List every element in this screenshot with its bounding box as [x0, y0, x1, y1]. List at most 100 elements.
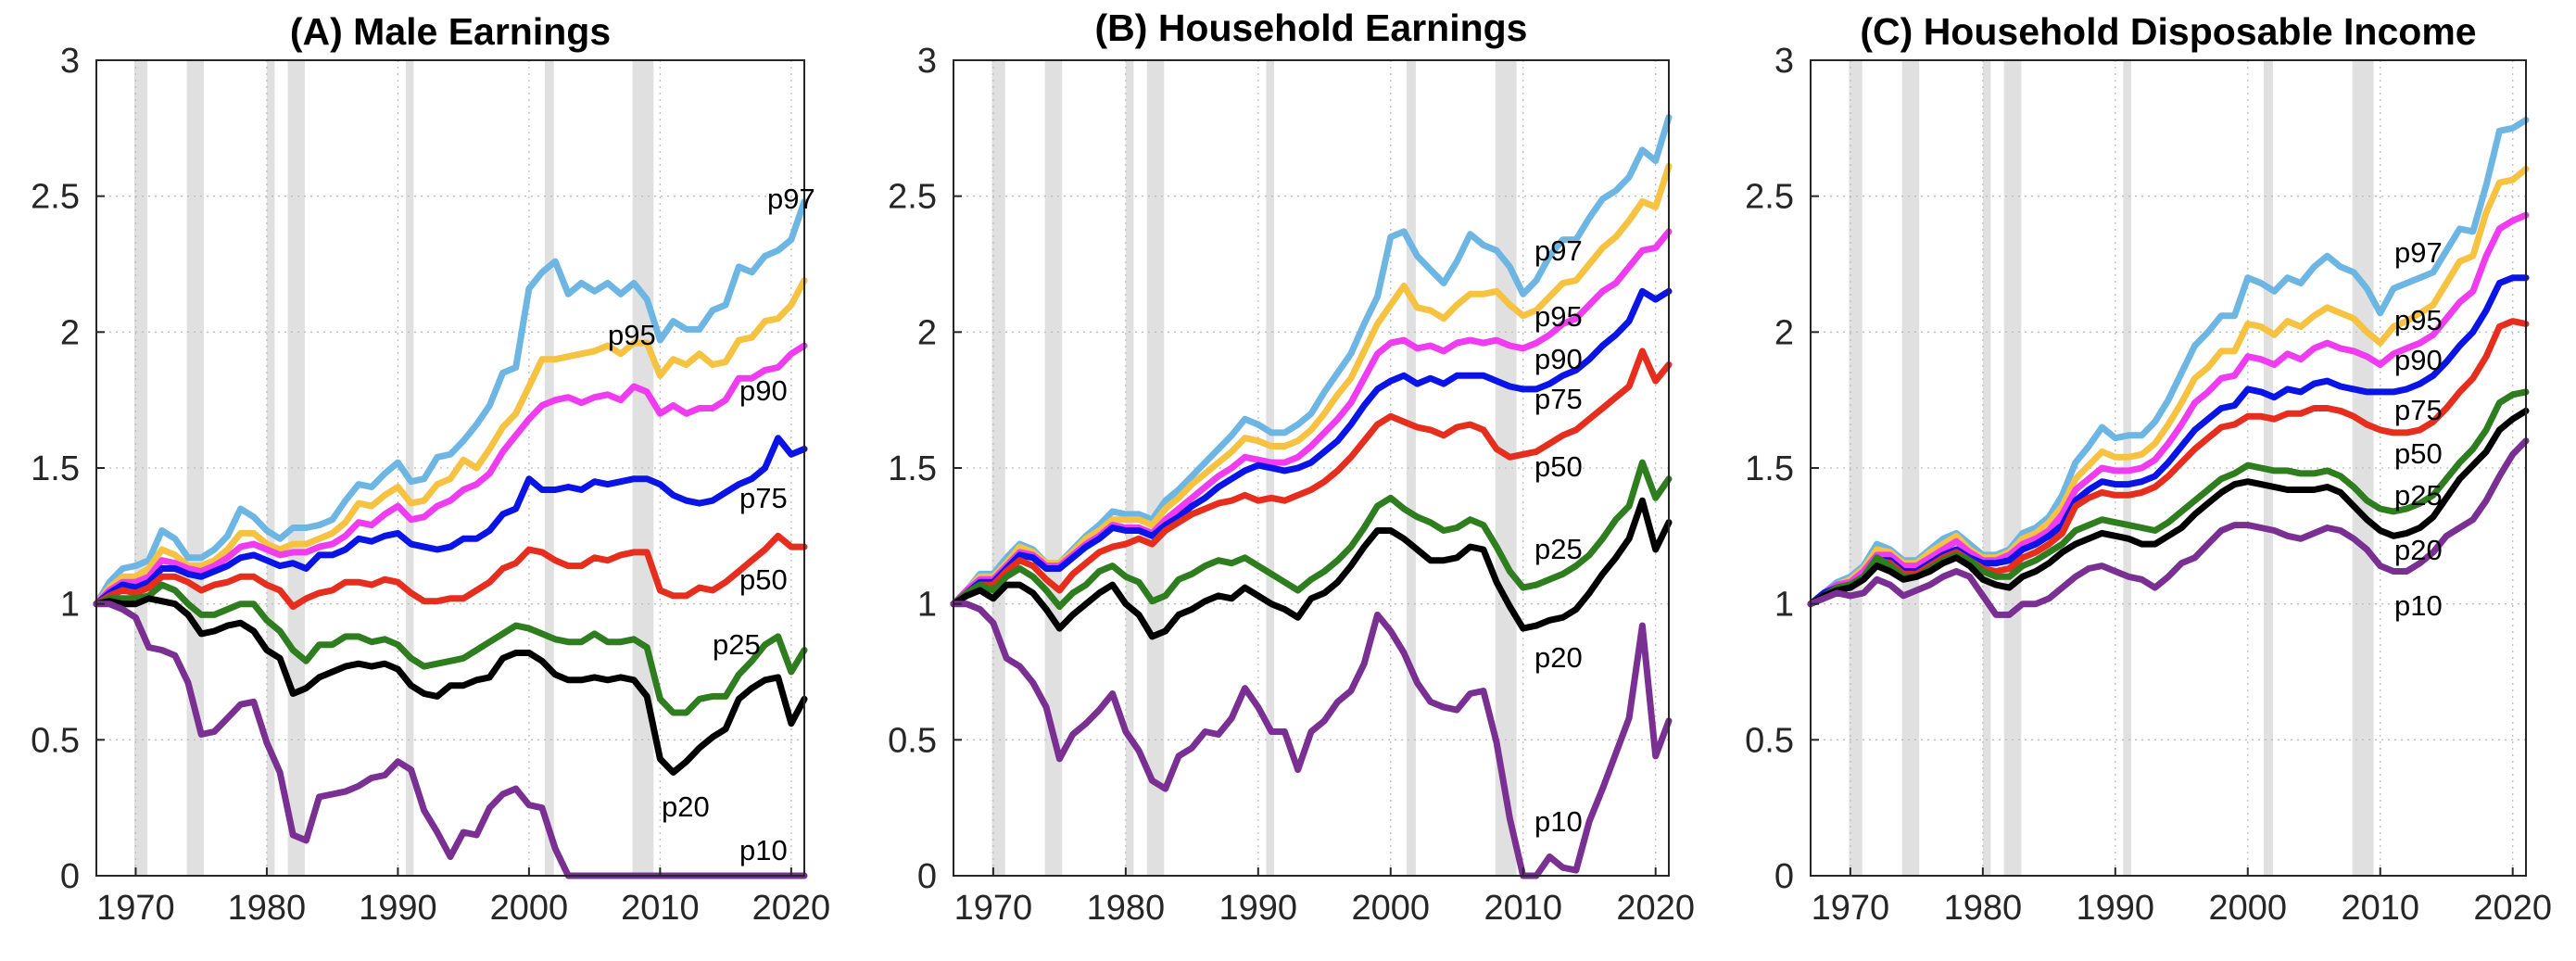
series-label-p25: p25 — [2394, 479, 2443, 512]
series-label-p97: p97 — [2394, 236, 2443, 269]
tick-marks: 1970 1980 1990 2000 2010 2020 0 0.5 1 1.5 2 2.5 3 — [31, 42, 830, 928]
series-label-p20: p20 — [2394, 534, 2443, 566]
x-tick-label: 1990 — [359, 889, 437, 928]
y-tick-label: 2.5 — [888, 178, 937, 217]
y-tick-label: 1.5 — [31, 449, 80, 488]
recession-band — [405, 60, 414, 876]
y-tick-label: 0 — [1774, 857, 1794, 896]
chart-title: (C) Household Disposable Income — [1860, 10, 2476, 53]
series-line-p75 — [950, 287, 1673, 608]
series-label-p50: p50 — [1534, 450, 1583, 483]
series-line-p95 — [93, 277, 808, 608]
series-label-p95: p95 — [1534, 300, 1583, 333]
series-line-p10 — [1807, 437, 2530, 618]
y-tick-label: 1.5 — [888, 449, 937, 488]
chart-title: (B) Household Earnings — [1095, 6, 1528, 49]
series-lines — [93, 198, 808, 879]
y-tick-label: 3 — [60, 42, 80, 81]
panel-male-earnings: 1970 1980 1990 2000 2010 2020 0 0.5 1 1.5 2 2.5 3 (A… — [31, 10, 830, 928]
x-tick-label: 2020 — [2473, 889, 2552, 928]
series-line-p90 — [1807, 211, 2530, 608]
series-line-p25 — [93, 581, 808, 716]
y-tick-label: 1.5 — [1745, 449, 1794, 488]
chart-title: (A) Male Earnings — [290, 10, 611, 53]
x-tick-label: 1980 — [1087, 889, 1166, 928]
x-tick-label: 2010 — [1484, 889, 1562, 928]
y-tick-label: 2.5 — [31, 178, 80, 217]
x-tick-label: 2000 — [2209, 889, 2288, 928]
series-line-p50 — [93, 532, 808, 611]
series-label-p20: p20 — [662, 790, 710, 823]
x-tick-label: 2010 — [2341, 889, 2419, 928]
series-label-p25: p25 — [713, 628, 761, 661]
x-tick-label: 2020 — [752, 889, 831, 928]
y-tick-label: 3 — [1774, 42, 1794, 81]
series-label-p25: p25 — [1534, 533, 1583, 565]
panel-household-earnings: 1970 1980 1990 2000 2010 2020 0 0.5 1 1.5 2 2.5 3 (B… — [888, 6, 1695, 928]
x-tick-label: 1970 — [1812, 889, 1890, 928]
y-tick-label: 1 — [917, 586, 937, 625]
y-tick-label: 1 — [1774, 586, 1794, 625]
recession-band — [1901, 60, 1920, 876]
series-line-p20 — [93, 595, 808, 776]
y-tick-label: 3 — [917, 42, 937, 81]
series-lines — [950, 114, 1673, 879]
series-label-p20: p20 — [1534, 641, 1583, 674]
y-tick-label: 0.5 — [888, 721, 937, 760]
series-line-p75 — [93, 435, 808, 608]
x-tick-label: 2010 — [621, 889, 700, 928]
tick-marks: 1970 1980 1990 2000 2010 2020 0 0.5 1 1.5 2 2.5 3 — [888, 42, 1695, 928]
recession-bands — [134, 60, 654, 876]
series-label-p75: p75 — [739, 482, 788, 514]
recession-band — [991, 60, 1005, 876]
series-label-p90: p90 — [1534, 343, 1583, 375]
recession-band — [1406, 60, 1416, 876]
recession-band — [1849, 60, 1863, 876]
x-tick-label: 1990 — [1219, 889, 1298, 928]
series-label-p97: p97 — [767, 183, 815, 215]
series-label-p90: p90 — [2394, 344, 2443, 376]
y-tick-label: 0 — [917, 857, 937, 896]
recession-band — [287, 60, 305, 876]
x-tick-label: 1970 — [954, 889, 1033, 928]
y-tick-label: 0.5 — [31, 721, 80, 760]
series-label-p10: p10 — [1534, 805, 1583, 838]
series-line-p20 — [1807, 407, 2530, 608]
x-tick-label: 1970 — [96, 889, 175, 928]
x-tick-label: 2020 — [1616, 889, 1695, 928]
y-tick-label: 0 — [60, 857, 80, 896]
series-line-p10 — [950, 601, 1673, 879]
series-labels: p97 p95 p90 p75 p50 p25 p20 p10 — [1534, 234, 1583, 838]
recession-band — [134, 60, 148, 876]
series-line-p97 — [93, 198, 808, 608]
series-label-p95: p95 — [608, 319, 656, 351]
series-label-p75: p75 — [2394, 394, 2443, 426]
x-tick-label: 2000 — [1352, 889, 1431, 928]
series-line-p20 — [950, 497, 1673, 640]
y-tick-label: 2.5 — [1745, 178, 1794, 217]
series-line-p25 — [950, 459, 1673, 611]
series-label-p97: p97 — [1534, 234, 1583, 267]
series-label-p95: p95 — [2394, 304, 2443, 336]
y-tick-label: 2 — [60, 313, 80, 352]
x-tick-label: 1980 — [228, 889, 307, 928]
tick-marks: 1970 1980 1990 2000 2010 2020 0 0.5 1 1.5 2 2.5 3 — [1745, 42, 2552, 928]
series-line-p95 — [1807, 165, 2530, 608]
series-label-p50: p50 — [739, 563, 788, 596]
series-label-p10: p10 — [2394, 589, 2443, 622]
series-lines — [1807, 117, 2530, 618]
x-tick-label: 1990 — [2077, 889, 2155, 928]
series-labels: p97 p95 p90 p75 p50 p25 p20 p10 — [608, 183, 815, 866]
x-tick-label: 2000 — [490, 889, 569, 928]
recession-band — [544, 60, 554, 876]
y-tick-label: 2 — [917, 313, 937, 352]
recession-band — [266, 60, 275, 876]
recession-band — [1044, 60, 1063, 876]
series-line-p90 — [93, 342, 808, 608]
series-label-p10: p10 — [739, 834, 788, 866]
panel-household-disposable-income: 1970 1980 1990 2000 2010 2020 0 0.5 1 1.5 2 2.5 3 (C… — [1745, 10, 2552, 928]
series-labels: p97 p95 p90 p75 p50 p25 p20 p10 — [2394, 236, 2443, 622]
x-tick-label: 1980 — [1944, 889, 2023, 928]
y-tick-label: 0.5 — [1745, 721, 1794, 760]
